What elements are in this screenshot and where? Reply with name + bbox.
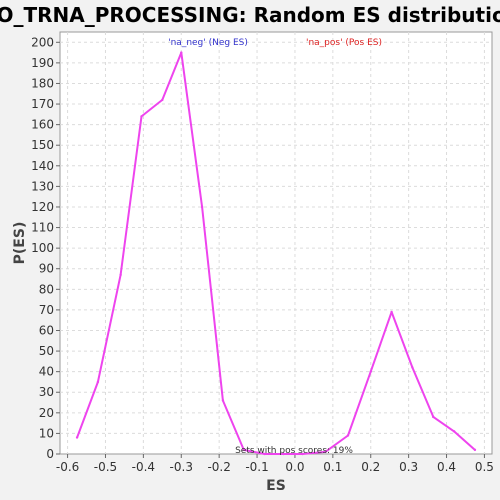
x-tick-label: -0.2	[207, 460, 230, 474]
y-tick-label: 180	[31, 76, 54, 90]
data-point	[301, 452, 304, 456]
x-tick-label: 0.2	[361, 460, 380, 474]
x-tick-label: -0.5	[94, 460, 117, 474]
x-tick-label: 0.5	[475, 460, 494, 474]
es-distribution-line	[76, 51, 476, 455]
data-point	[221, 399, 225, 402]
y-tick-label: 140	[31, 159, 54, 173]
y-tick-label: 70	[39, 303, 54, 317]
data-point	[324, 450, 327, 454]
grid	[60, 32, 492, 454]
y-tick-label: 170	[31, 97, 54, 111]
y-tick-label: 190	[31, 56, 54, 70]
y-tick-label: 80	[39, 282, 54, 296]
annotation: Sets with pos scores: 19%	[235, 446, 353, 456]
data-point	[432, 415, 435, 419]
x-tick-label: -0.1	[245, 460, 268, 474]
y-tick-label: 0	[46, 447, 54, 461]
x-tick-label: 0.3	[399, 460, 418, 474]
x-tick-label: 0.4	[437, 460, 456, 474]
x-tick-label: -0.3	[170, 460, 193, 474]
data-point	[140, 115, 143, 118]
y-tick-label: 50	[39, 344, 54, 358]
data-point	[452, 430, 456, 433]
data-point	[473, 448, 477, 452]
data-point	[161, 98, 164, 102]
y-tick-label: 10	[39, 426, 54, 440]
data-point	[346, 434, 350, 437]
legend: 'na_neg' (Neg ES) 'na_pos' (Pos ES)	[168, 38, 382, 48]
data-point	[75, 436, 79, 439]
y-tick-label: 110	[31, 221, 54, 235]
y-tick-label: 40	[39, 365, 54, 379]
data-point	[369, 370, 372, 373]
y-tick-label: 90	[39, 262, 54, 276]
legend-entry: 'na_pos' (Pos ES)	[306, 38, 382, 48]
data-point	[180, 51, 183, 54]
data-point	[119, 273, 122, 277]
y-axis-label: P(ES)	[12, 222, 28, 265]
y-tick-label: 200	[31, 35, 54, 49]
y-tick-label: 100	[31, 241, 54, 255]
y-tick-label: 60	[39, 323, 54, 337]
y-tick-label: 20	[39, 406, 54, 420]
data-point	[200, 205, 204, 209]
y-axis-ticks: 0 10 20 30 40 50 60 70 80 90 100 110 120 130 140 150 160…	[31, 35, 60, 461]
y-tick-label: 130	[31, 179, 54, 193]
data-point	[96, 380, 100, 384]
data-point	[282, 452, 285, 456]
x-tick-label: -0.6	[56, 460, 79, 474]
y-tick-label: 150	[31, 138, 54, 152]
y-tick-label: 160	[31, 118, 54, 132]
data-point	[242, 448, 245, 452]
x-tick-label: -0.4	[132, 460, 155, 474]
data-point	[411, 366, 414, 369]
chart-title: GO_TRNA_PROCESSING: Random ES distributi…	[0, 3, 500, 27]
y-tick-label: 120	[31, 200, 54, 214]
data-point	[263, 452, 266, 456]
series-layer	[75, 51, 477, 456]
data-point	[390, 310, 393, 314]
x-axis-ticks: -0.6 -0.5 -0.4 -0.3 -0.2 -0.1 0.0 0.1 0.2 0.3 0.4 0…	[56, 454, 494, 474]
legend-entry: 'na_neg' (Neg ES)	[168, 38, 248, 48]
x-tick-label: 0.1	[323, 460, 342, 474]
x-axis-label: ES	[266, 478, 286, 494]
x-tick-label: 0.0	[285, 460, 304, 474]
y-tick-label: 30	[39, 385, 54, 399]
